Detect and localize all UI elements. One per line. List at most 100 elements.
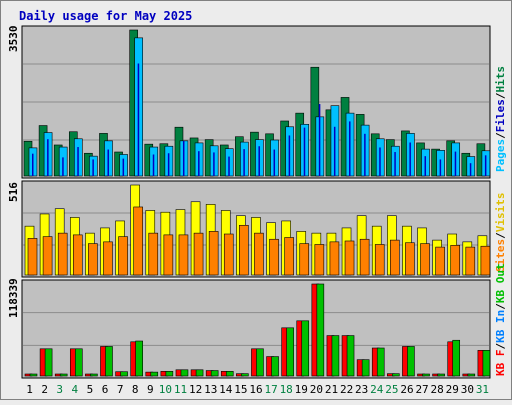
bar-sites-day-21: [329, 241, 340, 276]
bar-files-day-15: [243, 149, 245, 176]
bar-files-day-13: [213, 152, 215, 176]
bar-kbout-day-6: [105, 346, 113, 377]
x-tick-day-23: 23: [355, 383, 368, 396]
x-tick-day-9: 9: [147, 383, 154, 396]
bar-files-day-30: [469, 163, 472, 176]
bar-kbout-day-18: [286, 327, 294, 377]
bar-sites-day-12: [193, 232, 204, 276]
x-tick-day-17: 17: [264, 383, 277, 396]
x-tick-day-24: 24: [370, 383, 384, 396]
legend-hits: Hits: [494, 66, 507, 93]
bar-kbout-day-15: [241, 373, 249, 377]
x-tick-day-26: 26: [400, 383, 413, 396]
bar-sites-day-6: [103, 241, 113, 276]
bar-files-day-19: [303, 127, 306, 176]
bar-kbout-day-1: [29, 373, 38, 377]
x-tick-day-2: 2: [41, 383, 48, 396]
bar-sites-day-29: [450, 245, 461, 276]
bar-kbout-day-31: [482, 350, 491, 377]
legend-visits: Visits: [494, 193, 507, 233]
bar-sites-day-13: [208, 231, 219, 276]
x-tick-day-11: 11: [174, 383, 187, 396]
bar-kbout-day-8: [135, 340, 143, 377]
x-tick-day-31: 31: [476, 383, 489, 396]
bar-sites-day-25: [390, 239, 400, 276]
x-tick-day-20: 20: [310, 383, 323, 396]
legend-sites: Sites: [494, 239, 507, 272]
x-tick-day-10: 10: [159, 383, 172, 396]
x-tick-day-1: 1: [26, 383, 33, 396]
bar-files-day-31: [484, 155, 487, 176]
x-tick-day-12: 12: [189, 383, 202, 396]
bar-kbout-day-14: [225, 371, 234, 377]
bar-files-day-11: [182, 140, 185, 176]
x-tick-day-3: 3: [56, 383, 63, 396]
legend-kbin: KB In: [494, 310, 507, 343]
legend-sep-3: /: [494, 232, 507, 239]
bar-files-day-17: [273, 149, 276, 176]
bar-kbout-day-3: [59, 373, 68, 377]
bar-kbout-day-26: [407, 346, 415, 377]
bar-kbout-day-9: [150, 371, 159, 377]
x-tick-day-29: 29: [446, 383, 459, 396]
bar-sites-day-22: [344, 240, 355, 276]
bar-kbout-day-11: [180, 369, 189, 377]
bar-files-day-7: [122, 158, 125, 176]
bar-files-day-24: [379, 147, 381, 176]
x-tick-day-22: 22: [340, 383, 353, 396]
x-tick-day-16: 16: [249, 383, 262, 396]
legend-sep-5: /: [494, 303, 507, 310]
x-tick-day-28: 28: [431, 383, 444, 396]
bar-kbout-day-24: [376, 347, 385, 377]
bar-sites-day-5: [88, 243, 98, 276]
bar-files-day-20: [318, 104, 321, 176]
bar-kbout-day-4: [74, 348, 83, 377]
bar-sites-day-23: [359, 238, 370, 276]
x-axis-labels: 1 2 3 4 5 6 7 8 9 10 11 12 13 14 15 16 17 18 19 20 21 22 23 24 2…: [26, 383, 489, 396]
bar-files-day-12: [198, 151, 200, 176]
bar-files-day-10: [167, 153, 170, 176]
x-tick-day-25: 25: [385, 383, 398, 396]
bar-files-day-21: [333, 126, 336, 176]
legend-kbf: KB F: [494, 350, 507, 377]
x-tick-day-27: 27: [415, 383, 428, 396]
x-tick-day-6: 6: [102, 383, 109, 396]
bar-files-day-6: [107, 149, 109, 176]
bar-sites-day-15: [239, 224, 249, 276]
bar-kbout-day-10: [165, 371, 174, 377]
bar-kbout-day-12: [195, 369, 204, 377]
bar-sites-day-10: [163, 234, 174, 276]
bar-sites-day-11: [178, 234, 189, 276]
x-tick-day-13: 13: [204, 383, 217, 396]
bar-sites-day-27: [420, 243, 430, 276]
bar-files-day-1: [32, 153, 34, 176]
bar-kbout-day-20: [316, 283, 325, 377]
bars-layer: [23, 29, 491, 377]
bar-kbout-day-30: [467, 373, 476, 377]
bar-sites-day-7: [118, 236, 128, 276]
bar-sites-day-19: [299, 243, 310, 276]
bar-files-day-22: [349, 121, 351, 176]
bar-kbout-day-23: [361, 359, 370, 377]
bar-sites-day-26: [405, 242, 415, 276]
bar-kbout-day-22: [346, 335, 355, 377]
visits-legend: Sites/Visits: [494, 193, 507, 273]
legend-sep-4: /: [494, 343, 507, 350]
bar-kbout-day-13: [210, 370, 219, 377]
bar-kbout-day-16: [256, 348, 264, 377]
bar-sites-day-31: [480, 245, 491, 276]
legend-files: Files: [494, 99, 507, 132]
bar-sites-day-24: [374, 244, 385, 276]
bar-files-day-8: [137, 63, 140, 176]
legend-kbout: KB Out: [494, 263, 507, 303]
x-tick-day-19: 19: [295, 383, 308, 396]
legend-sep-1: /: [494, 132, 507, 139]
bar-kbout-day-29: [452, 339, 461, 377]
bar-files-day-18: [288, 135, 291, 176]
bar-kbout-day-28: [437, 373, 445, 377]
hits-max-label: 3530: [7, 26, 20, 53]
bar-files-day-2: [47, 139, 49, 176]
x-tick-day-7: 7: [117, 383, 124, 396]
bar-kbout-day-17: [271, 356, 279, 377]
